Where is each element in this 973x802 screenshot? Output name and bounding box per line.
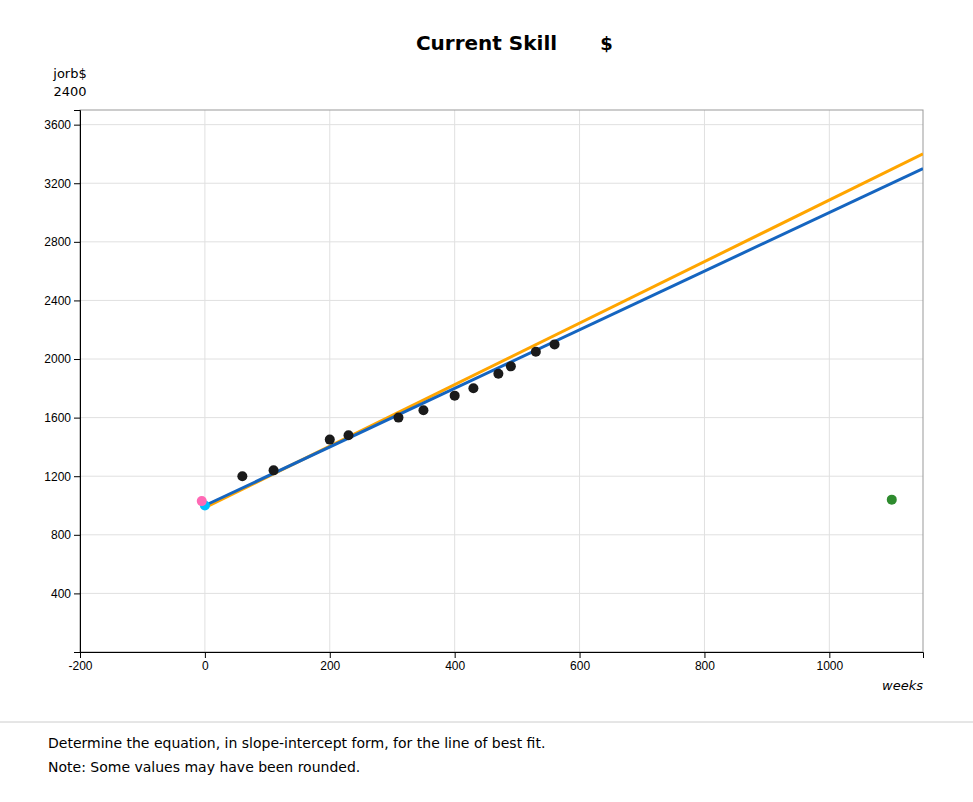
grid-line-x <box>579 110 580 652</box>
grid-line-y <box>80 300 923 301</box>
tick-mark <box>205 652 206 658</box>
tick: 3600 <box>44 118 80 132</box>
grid-line-y <box>80 359 923 360</box>
tick-mark <box>330 652 331 658</box>
tick: 1600 <box>44 411 80 425</box>
point <box>887 495 897 505</box>
tick-label: 600 <box>570 659 590 673</box>
title: Current Skill <box>416 31 557 55</box>
tick-mark <box>74 242 80 243</box>
point <box>531 347 541 357</box>
tick-label: 400 <box>51 587 71 601</box>
tick: 400 <box>51 587 80 601</box>
plot-frame <box>80 110 923 652</box>
grid-line-x <box>204 110 205 652</box>
point <box>468 383 478 393</box>
tick-label: 3200 <box>44 177 71 191</box>
tick-mark <box>74 535 80 536</box>
separator <box>0 722 973 723</box>
point <box>344 430 354 440</box>
grid-line-y <box>80 534 923 535</box>
tick-label: 0 <box>202 659 209 673</box>
y-axis-label: jorb$ <box>52 66 86 81</box>
tick-mark <box>704 652 705 658</box>
point <box>550 339 560 349</box>
tick-label: 1600 <box>44 411 71 425</box>
point <box>418 405 428 415</box>
point <box>197 496 207 506</box>
tick: 800 <box>695 652 715 673</box>
tick-mark <box>829 652 830 658</box>
point <box>393 413 403 423</box>
point <box>450 391 460 401</box>
grid-line-x <box>329 110 330 652</box>
grid-line-y <box>80 241 923 242</box>
tick-mark <box>74 300 80 301</box>
tick: 2400 <box>44 294 80 308</box>
grid-line-y <box>80 476 923 477</box>
tick-label: 1200 <box>44 470 71 484</box>
tick-mark <box>74 183 80 184</box>
tick-label: 2400 <box>44 294 71 308</box>
x-axis: -200 0 200 400 600 800 1000 <box>68 652 923 673</box>
point <box>493 369 503 379</box>
tick-label: 1000 <box>816 659 843 673</box>
tick: 1200 <box>44 470 80 484</box>
tick-label: 2800 <box>44 235 71 249</box>
tick: 2800 <box>44 235 80 249</box>
tick-label: 2000 <box>44 352 71 366</box>
grid <box>80 110 923 652</box>
tick: 200 <box>320 652 340 673</box>
tick: 400 <box>445 652 465 673</box>
tick: -200 <box>68 652 92 673</box>
tick: 2000 <box>44 352 80 366</box>
badge: $ <box>600 33 613 54</box>
axis-domain <box>81 653 924 659</box>
footnote: Note: Some values may have been rounded. <box>48 759 360 775</box>
grid-line-y <box>80 593 923 594</box>
grid-line-x <box>829 110 830 652</box>
tick: 0 <box>202 652 209 673</box>
tick-mark <box>74 359 80 360</box>
tick-label: 3600 <box>44 118 71 132</box>
tick-label: 800 <box>51 528 71 542</box>
tick-mark <box>580 652 581 658</box>
plot: -200 0 200 400 600 800 1000 400 800 1200 1600 2000 2… <box>44 110 923 673</box>
tick-mark <box>74 593 80 594</box>
tick-mark <box>74 476 80 477</box>
point <box>269 465 279 475</box>
grid-line-x <box>704 110 705 652</box>
tick-label: 200 <box>320 659 340 673</box>
point <box>506 361 516 371</box>
tick-label: -200 <box>68 659 92 673</box>
grid-line-y <box>80 417 923 418</box>
tick-label: 800 <box>695 659 715 673</box>
annotation: 2400 <box>53 84 86 99</box>
axis-domain <box>74 111 81 653</box>
tick: 3200 <box>44 177 80 191</box>
tick-mark <box>74 125 80 126</box>
x-axis-label: weeks <box>882 678 923 693</box>
line <box>205 169 923 506</box>
tick: 1000 <box>816 652 843 673</box>
point <box>325 435 335 445</box>
y-axis: 400 800 1200 1600 2000 2400 2800 3200 3600 <box>44 111 80 653</box>
tick: 600 <box>570 652 590 673</box>
tick-mark <box>74 418 80 419</box>
marks <box>197 154 923 511</box>
grid-line-y <box>80 124 923 125</box>
point <box>237 471 247 481</box>
footnote: Determine the equation, in slope-interce… <box>48 735 545 751</box>
line <box>205 154 923 508</box>
chart: -200 0 200 400 600 800 1000 400 800 1200 1600 2000 2… <box>0 0 973 802</box>
grid-line-x <box>454 110 455 652</box>
grid-line-y <box>80 183 923 184</box>
tick: 800 <box>51 528 80 542</box>
tick-label: 400 <box>445 659 465 673</box>
tick-mark <box>455 652 456 658</box>
